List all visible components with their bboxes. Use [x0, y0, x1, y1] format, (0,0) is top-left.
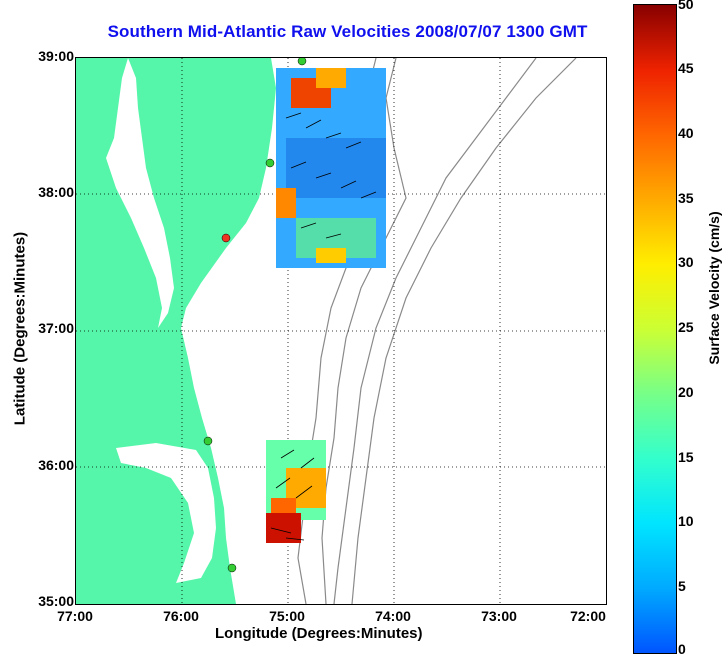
station-marker	[227, 563, 237, 573]
map-panel[interactable]	[75, 57, 607, 605]
station-marker	[221, 233, 231, 243]
colorbar-tick: 40	[678, 125, 694, 141]
station-marker	[203, 436, 213, 446]
colorbar-tick: 45	[678, 60, 694, 76]
colorbar-tick: 5	[678, 578, 686, 594]
xtick-label: 74:00	[375, 608, 411, 624]
south-velocity-field	[266, 440, 326, 543]
xtick-label: 77:00	[57, 608, 93, 624]
colorbar	[633, 4, 677, 654]
xtick-label: 75:00	[269, 608, 305, 624]
station-marker	[265, 158, 275, 168]
xtick-label: 76:00	[163, 608, 199, 624]
pamlico-sound	[116, 443, 216, 583]
colorbar-tick: 50	[678, 0, 694, 12]
ytick-label: 38:00	[38, 184, 74, 200]
xtick-label: 73:00	[481, 608, 517, 624]
colorbar-tick: 35	[678, 190, 694, 206]
ytick-label: 39:00	[38, 48, 74, 64]
map-canvas	[76, 58, 606, 604]
colorbar-tick: 10	[678, 513, 694, 529]
station-marker	[297, 58, 307, 66]
velocity-vectors	[270, 112, 377, 541]
map-title: Southern Mid-Atlantic Raw Velocities 200…	[107, 22, 588, 41]
colorbar-tick: 25	[678, 319, 694, 335]
radar-stations	[203, 58, 307, 573]
ytick-label: 36:00	[38, 457, 74, 473]
y-axis-title: Latitude (Degrees:Minutes)	[11, 231, 29, 426]
xtick-label: 72:00	[570, 608, 606, 624]
x-axis-title: Longitude (Degrees:Minutes)	[215, 625, 423, 642]
ytick-label: 37:00	[38, 320, 74, 336]
depth-contour	[351, 58, 577, 604]
depth-contour	[333, 58, 537, 604]
colorbar-tick: 20	[678, 384, 694, 400]
colorbar-tick: 15	[678, 449, 694, 465]
colorbar-tick: 30	[678, 254, 694, 270]
ytick-label: 35:00	[38, 593, 74, 609]
north-velocity-field	[276, 68, 386, 268]
colorbar-tick: 0	[678, 641, 686, 657]
colorbar-title: Surface Velocity (cm/s)	[706, 211, 722, 365]
chesapeake-bay	[106, 58, 174, 328]
